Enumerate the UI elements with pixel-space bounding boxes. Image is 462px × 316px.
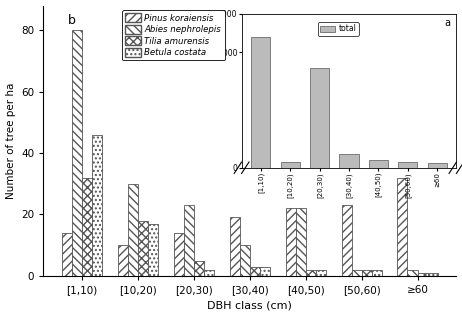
- Bar: [428, 273, 438, 276]
- Bar: [397, 178, 407, 276]
- Bar: [352, 270, 362, 276]
- Bar: [174, 233, 184, 276]
- X-axis label: DBH class (cm): DBH class (cm): [207, 301, 292, 310]
- Bar: [240, 245, 250, 276]
- Bar: [72, 30, 82, 276]
- Bar: [194, 260, 204, 276]
- Bar: [296, 208, 306, 276]
- Bar: [148, 224, 158, 276]
- Bar: [341, 205, 352, 276]
- Bar: [306, 270, 316, 276]
- Bar: [118, 245, 128, 276]
- Bar: [138, 221, 148, 276]
- Bar: [407, 270, 418, 276]
- Bar: [250, 267, 260, 276]
- Bar: [128, 184, 138, 276]
- Bar: [316, 270, 326, 276]
- Bar: [204, 270, 214, 276]
- Y-axis label: Number of tree per ha: Number of tree per ha: [6, 82, 16, 199]
- Bar: [184, 205, 194, 276]
- Bar: [92, 135, 102, 276]
- Bar: [230, 217, 240, 276]
- Legend: Pinus koraiensis, Abies nephrolepis, Tilia amurensis, Betula costata: Pinus koraiensis, Abies nephrolepis, Til…: [122, 10, 225, 60]
- Bar: [372, 270, 382, 276]
- Bar: [286, 208, 296, 276]
- Bar: [260, 267, 270, 276]
- Bar: [62, 233, 72, 276]
- Bar: [418, 273, 428, 276]
- Bar: [82, 178, 92, 276]
- Text: b: b: [68, 14, 76, 27]
- Bar: [362, 270, 372, 276]
